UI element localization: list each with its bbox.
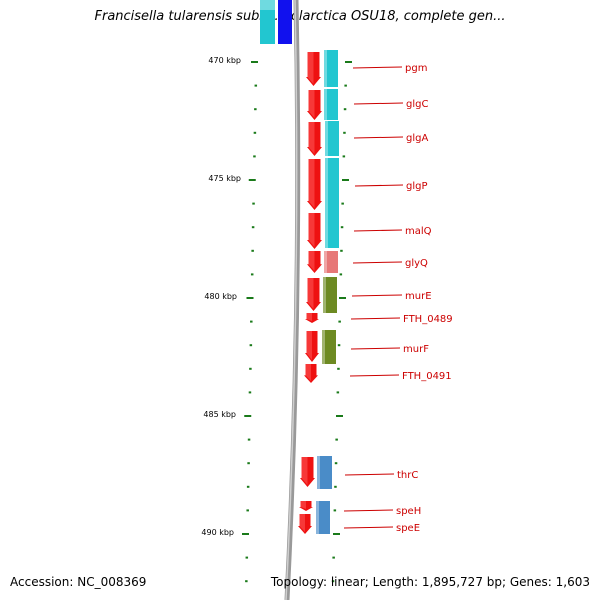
minor-tick [332, 556, 335, 559]
minor-tick [331, 580, 335, 583]
cog-block-thrC [317, 456, 332, 489]
gene-label-FTH_0489[interactable]: FTH_0489 [403, 314, 453, 325]
top-partial-features [260, 0, 292, 44]
label-leader-line [343, 509, 394, 512]
minor-tick [336, 391, 340, 394]
partial-cog-block [278, 0, 292, 44]
minor-tick [343, 108, 347, 111]
major-tick [345, 61, 352, 63]
kbp-label: 475 kbp [208, 174, 241, 183]
minor-tick [253, 155, 256, 158]
gene-label-malQ[interactable]: malQ [405, 226, 432, 237]
minor-tick [338, 320, 341, 323]
gene-label-glyQ[interactable]: glyQ [405, 258, 428, 269]
partial-cog-block [260, 0, 275, 44]
gene-label-FTH_0491[interactable]: FTH_0491 [402, 371, 452, 382]
accession-text: Accession: NC_008369 [10, 575, 147, 589]
minor-tick [248, 391, 252, 394]
map-title: Francisella tularensis subsp. holarctica… [94, 9, 506, 24]
minor-tick [333, 509, 337, 512]
minor-tick [337, 344, 341, 347]
gene-label-murF[interactable]: murF [403, 344, 429, 355]
major-tick [242, 533, 249, 535]
major-tick [251, 61, 258, 63]
gene-arrows [298, 52, 322, 534]
major-tick [248, 179, 256, 181]
gene-label-thrC[interactable]: thrC [397, 470, 418, 481]
minor-tick [251, 249, 254, 252]
minor-tick [246, 485, 250, 488]
cog-block-murF [322, 330, 336, 364]
minor-tick [245, 556, 249, 559]
label-leader-line [353, 229, 403, 232]
kbp-labels: 470 kbp 475 kbp 480 kbp 485 kbp 490 kbp [201, 56, 241, 537]
minor-tick [251, 226, 255, 229]
kbp-label: 485 kbp [203, 410, 236, 419]
minor-tick [250, 273, 254, 276]
label-leader-line [350, 347, 401, 350]
tick-marks [242, 61, 352, 583]
minor-tick [334, 462, 338, 465]
minor-tick [340, 249, 343, 252]
minor-tick [342, 155, 346, 158]
label-leader-line [353, 136, 404, 139]
minor-tick [253, 131, 257, 134]
minor-tick [254, 108, 257, 111]
minor-tick [335, 438, 338, 441]
major-tick [246, 297, 254, 299]
gene-labels: pgm glgC glgA glgP malQ glyQ murE FTH_0489 murF F… [343, 63, 453, 534]
major-tick [339, 297, 346, 299]
minor-tick [334, 485, 337, 488]
major-tick [336, 415, 343, 417]
label-leader-line [354, 184, 404, 187]
label-leader-line [344, 473, 395, 476]
topology-text: Topology: linear; Length: 1,895,727 bp; … [270, 575, 590, 589]
minor-tick [341, 202, 344, 205]
label-leader-line [352, 261, 403, 264]
label-leader-line [352, 66, 403, 69]
kbp-label: 480 kbp [204, 292, 237, 301]
kbp-label: 490 kbp [201, 528, 234, 537]
cog-block-glgA [325, 121, 339, 156]
gene-label-speH[interactable]: speH [396, 506, 421, 517]
major-tick [342, 179, 349, 181]
cog-block-glgC [324, 89, 338, 120]
minor-tick [252, 202, 255, 205]
gene-label-glgC[interactable]: glgC [406, 99, 428, 110]
gene-label-glgA[interactable]: glgA [406, 133, 428, 144]
label-leader-line [343, 526, 394, 529]
gene-label-speE[interactable]: speE [396, 523, 420, 534]
minor-tick [250, 320, 253, 323]
label-leader-line [349, 374, 400, 377]
cog-blocks [316, 50, 339, 534]
minor-tick [249, 344, 253, 347]
cog-block-murE [323, 277, 337, 313]
gene-label-pgm[interactable]: pgm [405, 63, 427, 74]
minor-tick [337, 367, 340, 370]
cog-block-pgm [324, 50, 338, 87]
cog-block-glyQ [324, 251, 338, 273]
minor-tick [246, 509, 249, 512]
minor-tick [339, 273, 343, 276]
minor-tick [254, 84, 258, 87]
minor-tick [343, 131, 346, 134]
major-tick [333, 533, 340, 535]
genome-backbone [284, 0, 301, 600]
major-tick [244, 415, 252, 417]
label-leader-line [350, 317, 401, 320]
minor-tick [344, 84, 347, 87]
gene-label-glgP[interactable]: glgP [406, 181, 428, 192]
minor-tick [245, 580, 248, 583]
gene-label-murE[interactable]: murE [405, 291, 432, 302]
label-leader-line [351, 294, 403, 297]
kbp-label: 470 kbp [208, 56, 241, 65]
minor-tick [247, 462, 250, 465]
minor-tick [247, 438, 251, 441]
cog-block-speH [316, 501, 330, 534]
label-leader-line [353, 102, 404, 105]
minor-tick [340, 226, 344, 229]
cog-block-malQ [325, 212, 339, 248]
minor-tick [249, 367, 252, 370]
